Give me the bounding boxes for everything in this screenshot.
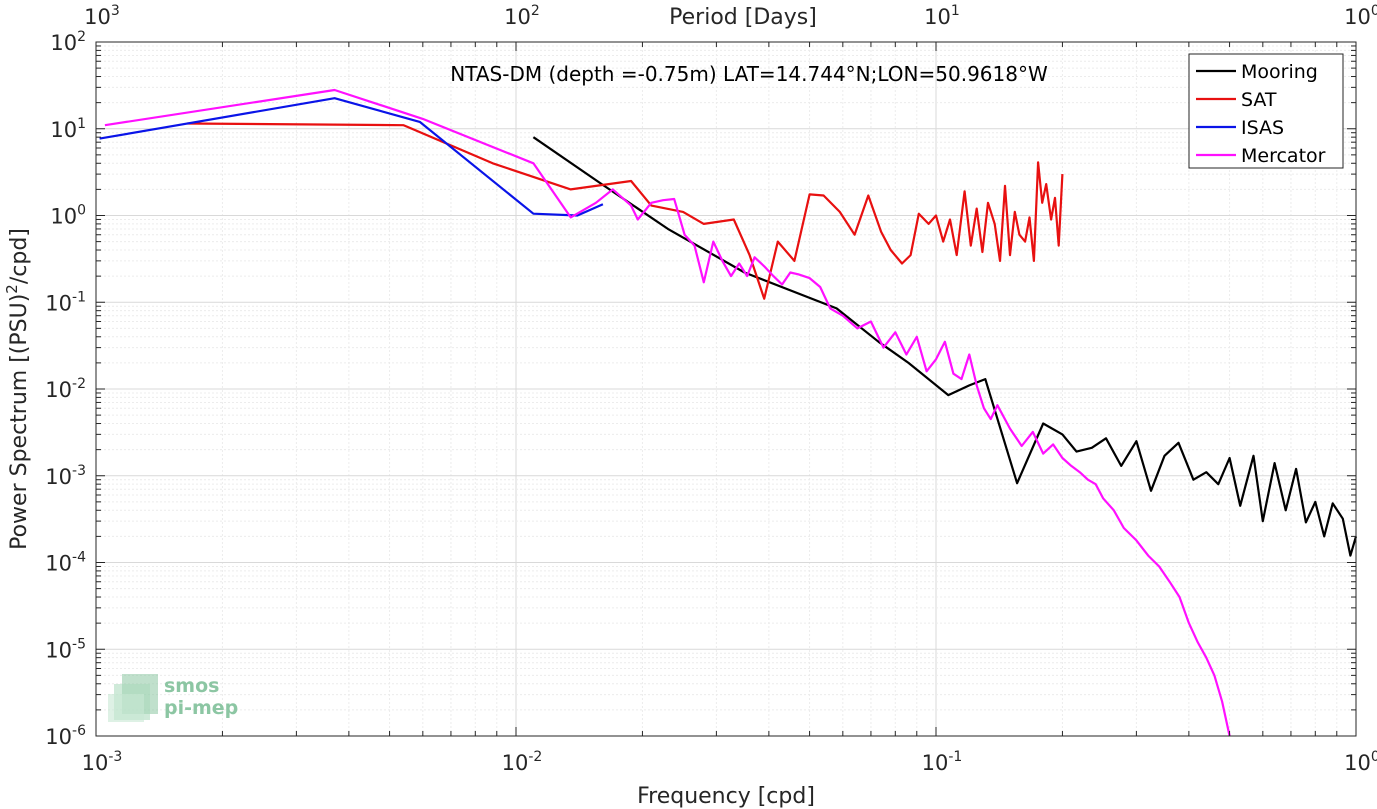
y-tick-label: 10-3 — [45, 463, 86, 489]
legend-label-mercator: Mercator — [1241, 145, 1326, 167]
x-tick-label-base: 10 — [922, 751, 949, 775]
x-tick-label-base: 10 — [82, 751, 109, 775]
x-tick-label-base: 10 — [1344, 751, 1371, 775]
logo-text-smos: smos — [164, 675, 219, 697]
y-axis-title-tail: /cpd] — [7, 228, 32, 284]
series-line-sat — [187, 122, 1064, 300]
series-line-isas — [99, 97, 604, 217]
top-tick-label-exp: 2 — [531, 3, 540, 19]
top-tick-label-exp: 0 — [1371, 3, 1377, 19]
y-tick-label-exp: -4 — [72, 550, 86, 566]
x-tick-label-exp: 0 — [1371, 749, 1377, 765]
x-tick-label: 100 — [1344, 749, 1377, 775]
y-tick-label-exp: -2 — [72, 376, 86, 392]
x-axis-title: Frequency [cpd] — [637, 784, 815, 809]
y-tick-label-exp: 2 — [77, 29, 86, 45]
legend-box — [1188, 53, 1344, 169]
y-tick-label: 10-2 — [45, 376, 86, 402]
y-tick-label-exp: -6 — [72, 723, 86, 739]
x-tick-label-base: 10 — [502, 751, 529, 775]
top-tick-label-exp: 1 — [951, 3, 960, 19]
y-tick-label: 101 — [50, 116, 86, 142]
y-tick-label-base: 10 — [45, 552, 72, 576]
y-tick-label-base: 10 — [45, 378, 72, 402]
y-tick-label-exp: -1 — [72, 289, 86, 305]
top-tick-label: 101 — [924, 3, 960, 29]
y-tick-label-exp: 0 — [77, 203, 86, 219]
x-tick-label: 10-2 — [502, 749, 543, 775]
y-axis-title-main: Power Spectrum [(PSU) — [7, 294, 32, 550]
grid — [95, 42, 1356, 737]
chart-title: NTAS-DM (depth =-0.75m) LAT=14.744°N;LON… — [450, 62, 1048, 86]
axis-ticks — [95, 42, 1356, 737]
x-tick-label-exp: -1 — [948, 749, 962, 765]
logo-layer-icon — [108, 694, 144, 722]
y-tick-label-base: 10 — [50, 205, 77, 229]
y-tick-label-base: 10 — [45, 638, 72, 662]
y-tick-label: 10-6 — [45, 723, 86, 749]
y-tick-label-exp: 1 — [77, 116, 86, 132]
y-tick-label-base: 10 — [45, 291, 72, 315]
x-tick-label: 10-1 — [922, 749, 963, 775]
legend-label-isas: ISAS — [1241, 117, 1284, 139]
series-line-mercator — [104, 88, 1231, 737]
y-tick-label: 10-5 — [45, 636, 86, 662]
x-tick-label-exp: -2 — [528, 749, 542, 765]
top-tick-label-exp: 3 — [111, 3, 120, 19]
y-tick-label: 10-4 — [45, 550, 86, 576]
top-tick-label: 102 — [504, 3, 540, 29]
top-tick-label: 100 — [1344, 3, 1377, 29]
top-axis-title: Period [Days] — [669, 5, 817, 30]
top-tick-label-base: 10 — [504, 5, 531, 29]
top-tick-label-base: 10 — [84, 5, 111, 29]
y-tick-label-base: 10 — [50, 31, 77, 55]
y-axis-title-sup: 2 — [3, 284, 21, 294]
series-lines — [99, 88, 1358, 737]
x-tick-label-exp: -3 — [108, 749, 122, 765]
top-tick-label-base: 10 — [1344, 5, 1371, 29]
y-tick-label: 102 — [50, 29, 86, 55]
legend-label-sat: SAT — [1241, 89, 1277, 111]
legend: Mooring SAT ISAS Mercator — [1188, 53, 1344, 169]
logo-text-pi-mep: pi-mep — [164, 697, 238, 719]
y-axis-title: Power Spectrum [(PSU)2/cpd] — [3, 228, 32, 550]
y-tick-label-base: 10 — [45, 465, 72, 489]
y-tick-label-exp: -3 — [72, 463, 86, 479]
y-tick-label-base: 10 — [45, 725, 72, 749]
top-tick-label: 103 — [84, 3, 120, 29]
x-tick-label: 10-3 — [82, 749, 123, 775]
y-tick-label-exp: -5 — [72, 636, 86, 652]
series-line-mooring — [532, 136, 1358, 557]
top-tick-label-base: 10 — [924, 5, 951, 29]
y-tick-label: 10-1 — [45, 289, 86, 315]
y-tick-label-base: 10 — [50, 118, 77, 142]
y-tick-label: 100 — [50, 203, 86, 229]
smos-pi-mep-logo: smos pi-mep — [108, 674, 238, 722]
legend-label-mooring: Mooring — [1241, 61, 1318, 83]
